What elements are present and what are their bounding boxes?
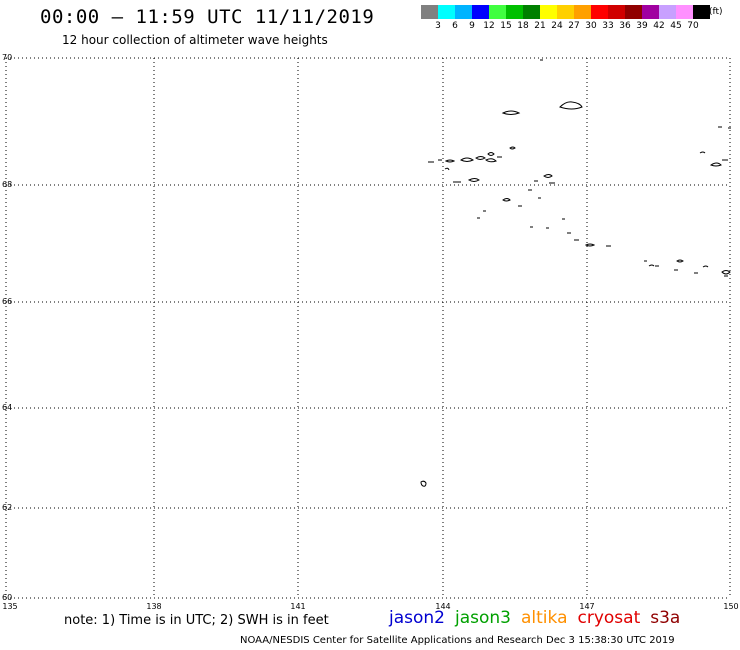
legend-tick-label: 36 [619,21,631,31]
legend-swatch [608,5,625,19]
legend-swatch [625,5,642,19]
legend-swatch [421,5,438,19]
legend-swatch [557,5,574,19]
island-outline [501,110,521,115]
satellite-name: cryosat [577,608,641,628]
island-outline [477,210,486,219]
island-outline [644,260,659,267]
island-outline [674,259,709,274]
legend-tick-label: 15 [500,21,512,31]
island-outline [540,59,731,129]
latitude-label: 62 [2,503,13,512]
latitude-label: 60 [2,593,13,602]
units-note: note: 1) Time is in UTC; 2) SWH is in fe… [64,613,329,628]
legend-tick-label: 18 [517,21,529,31]
map-subtitle: 12 hour collection of altimeter wave hei… [62,33,328,47]
longitude-label: 141 [290,602,306,611]
legend-swatch [693,5,710,19]
island-outline [497,146,516,158]
legend-swatches [421,5,727,19]
legend-tick-label: 12 [483,21,495,31]
legend-swatch [574,5,591,19]
island-outline [699,151,728,167]
legend-swatch [642,5,659,19]
satellite-name: altika [521,608,568,628]
map-title: 00:00 – 11:59 UTC 11/11/2019 [40,6,375,28]
longitude-label: 150 [723,602,739,611]
legend-tick-label: 27 [568,21,580,31]
latitude-label: 70 [2,53,13,62]
legend-unit: (ft) [709,7,723,17]
island-outline [444,167,450,171]
legend-tick-label: 45 [670,21,682,31]
longitude-label: 147 [579,602,595,611]
island-outline [721,270,731,277]
legend-tick-label: 42 [653,21,665,31]
legend-swatch [506,5,523,19]
island-outline [460,157,474,162]
island-outline [485,152,497,163]
island-outline [453,178,480,183]
legend-swatch [489,5,506,19]
latitude-label: 68 [2,180,13,189]
legend-tick-label: 3 [435,21,441,31]
island-outline [420,480,427,487]
island-outline [475,156,486,160]
legend-tick-label: 21 [534,21,546,31]
satellite-legend: jason2 jason3 altika cryosat s3a [389,608,690,628]
island-outline [502,198,522,207]
satellite-name: jason3 [455,608,511,628]
legend-ticks: 3 6 9 12 15 18 21 24 27 30 33 36 39 42 45 70 [421,19,727,33]
legend-tick-label: 30 [585,21,597,31]
island-outline [528,180,541,199]
longitude-label: 144 [435,602,451,611]
legend-tick-label: 70 [687,21,699,31]
longitude-label: 138 [146,602,162,611]
credit-line: NOAA/NESDIS Center for Satellite Applica… [240,635,675,646]
legend-swatch [455,5,472,19]
wave-height-legend: 3 6 9 12 15 18 21 24 27 30 33 36 39 42 45 70 (ft) [421,5,727,35]
legend-tick-label: 9 [469,21,475,31]
legend-tick-label: 39 [636,21,648,31]
longitude-label: 135 [2,602,18,611]
legend-tick-label: 6 [452,21,458,31]
legend-tick-label: 24 [551,21,563,31]
legend-swatch [523,5,540,19]
island-outline [543,174,555,184]
legend-swatch [540,5,557,19]
satellite-name: jason2 [389,608,445,628]
latitude-label: 66 [2,297,13,306]
legend-swatch [659,5,676,19]
legend-tick-label: 33 [602,21,614,31]
island-outline [559,101,583,110]
legend-swatch [472,5,489,19]
island-outline [567,232,611,247]
island-outline [530,218,565,229]
island-outline [428,159,456,163]
legend-swatch [438,5,455,19]
legend-swatch [591,5,608,19]
coastline-islands [420,59,731,487]
lat-lon-grid [5,57,731,599]
latitude-label: 64 [2,403,13,412]
satellite-name: s3a [650,608,681,628]
legend-swatch [676,5,693,19]
